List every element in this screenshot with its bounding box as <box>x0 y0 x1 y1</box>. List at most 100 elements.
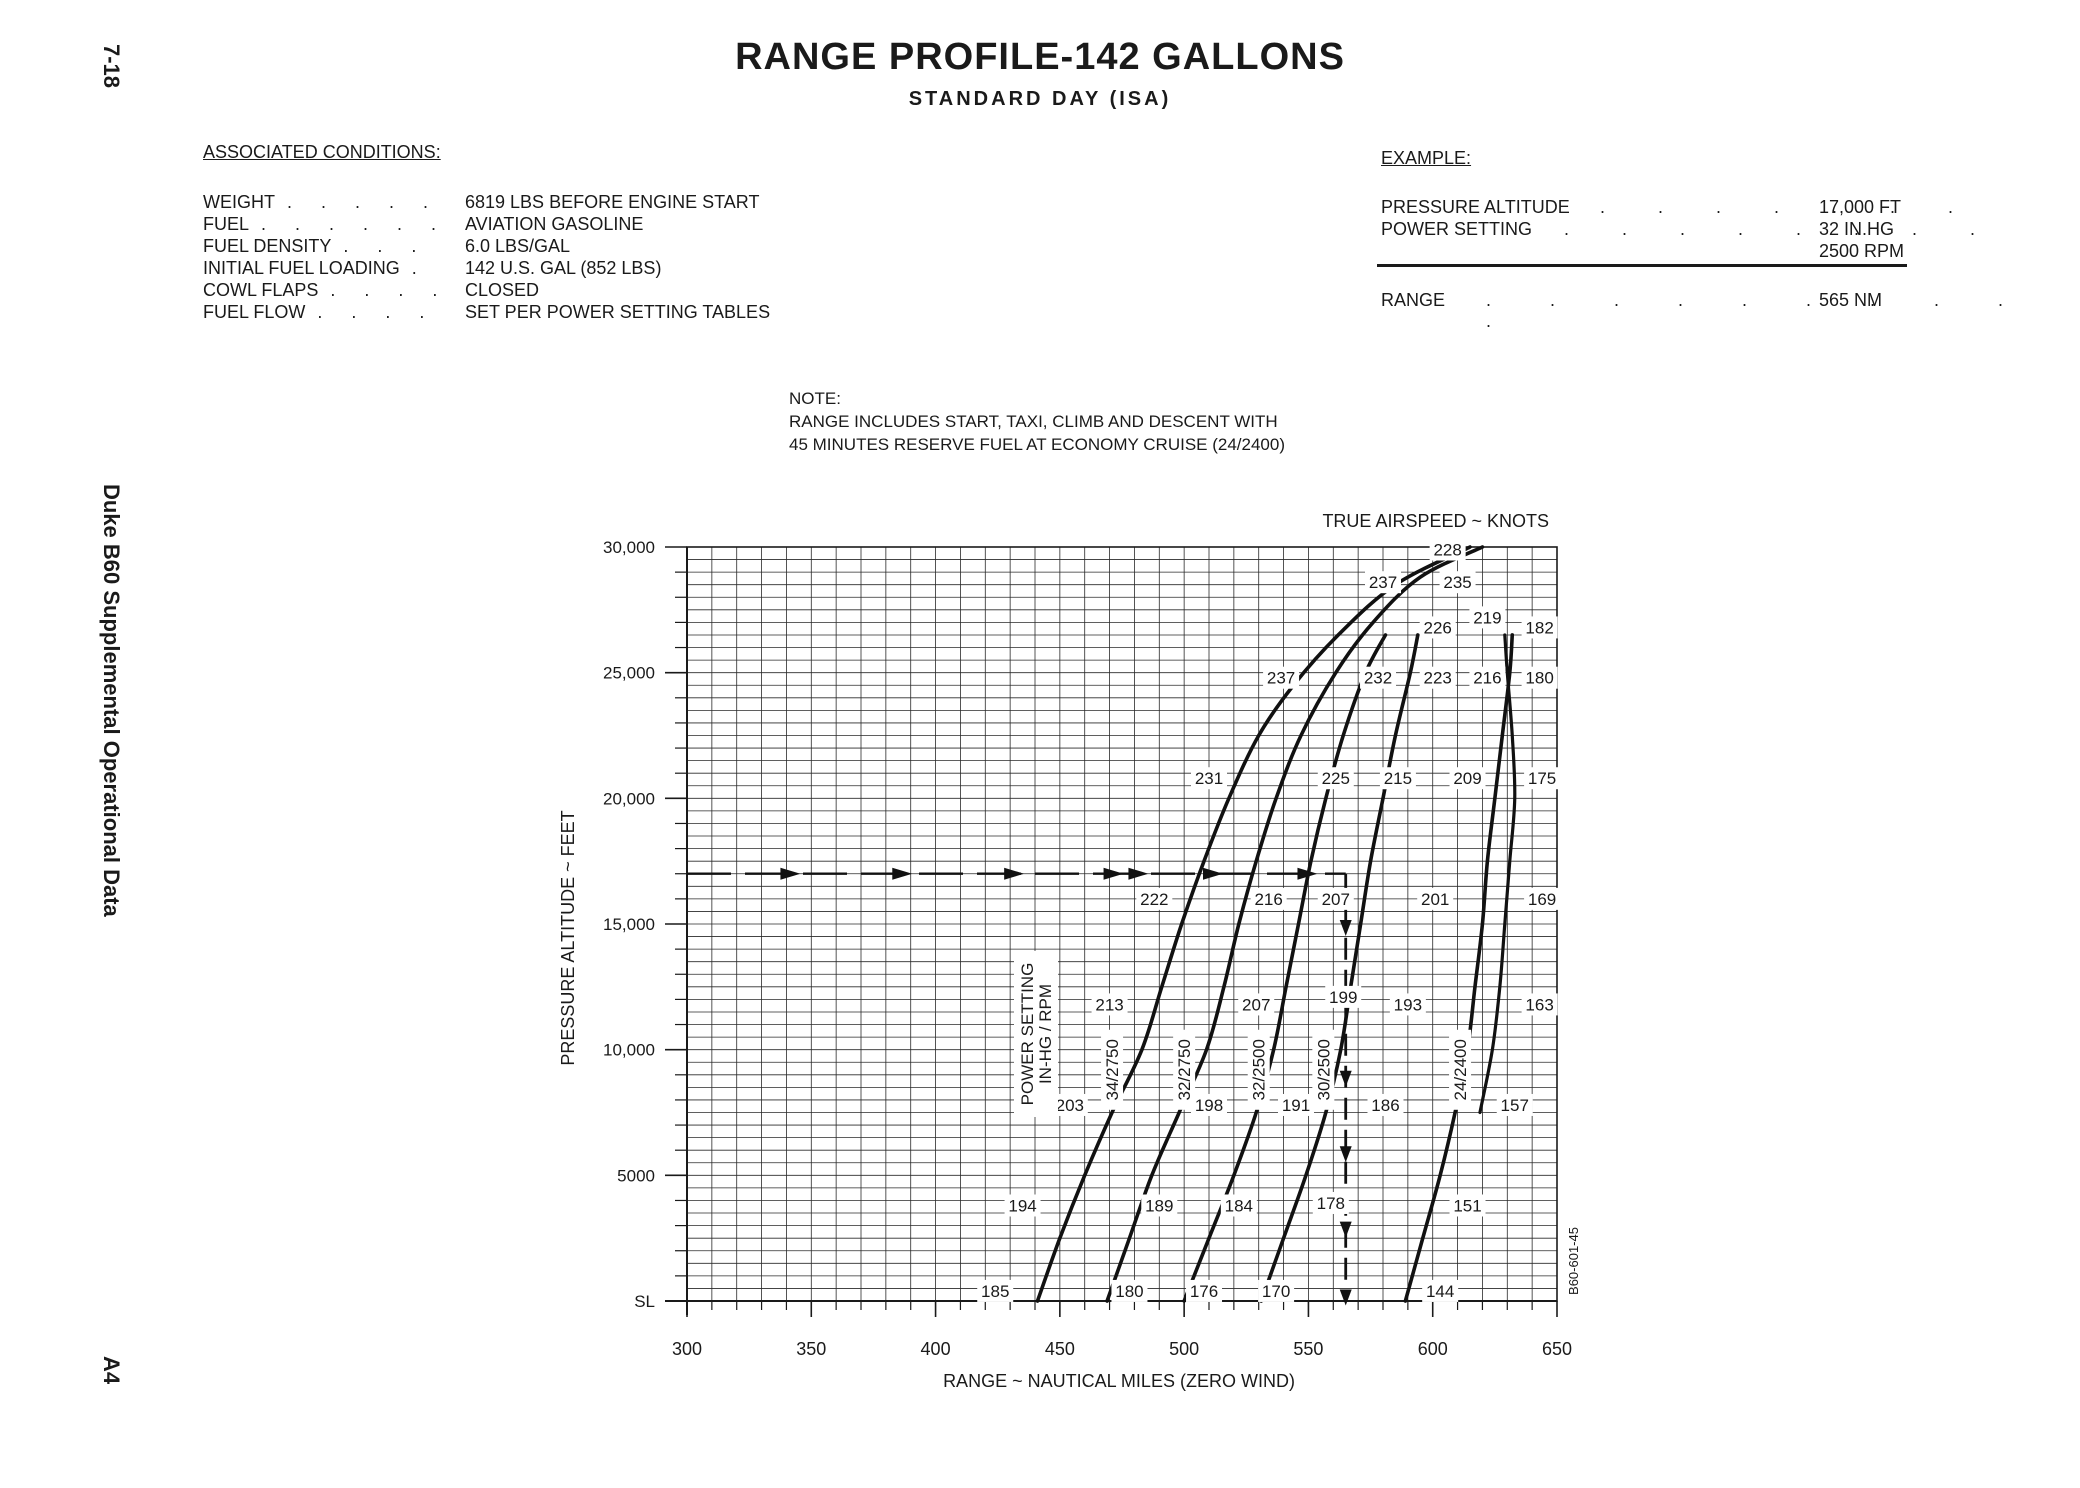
x-tick-label: 550 <box>1293 1339 1323 1359</box>
power-setting-label-bg <box>1014 951 1058 1117</box>
airspeed-label-bg <box>1429 538 1466 561</box>
airspeed-label: 193 <box>1394 995 1422 1014</box>
power-setting-units-label: IN-HG / RPM <box>1036 984 1055 1084</box>
series-label-bg <box>1247 1029 1270 1110</box>
airspeed-label-bg <box>1238 993 1275 1016</box>
airspeed-label: 182 <box>1525 618 1553 637</box>
airspeed-label: 216 <box>1473 669 1501 688</box>
airspeed-label: 185 <box>981 1282 1009 1301</box>
example-arrow <box>892 867 913 880</box>
example-dots: . . . . . . . <box>1600 197 1978 217</box>
condition-dots: . . . . . . <box>330 280 447 300</box>
example-dots: . . . . . . . . <box>1564 219 2000 239</box>
example-arrow <box>1339 1289 1352 1306</box>
airspeed-label: 144 <box>1426 1282 1454 1301</box>
airspeed-label: 175 <box>1528 769 1556 788</box>
airspeed-label: 191 <box>1282 1096 1310 1115</box>
airspeed-label: 203 <box>1056 1096 1084 1115</box>
airspeed-label: 228 <box>1433 541 1461 560</box>
series-line-30-2500 <box>1259 633 1420 1303</box>
condition-dots: . . . . . . <box>261 214 447 234</box>
series-label-bg <box>1449 1029 1472 1110</box>
example-arrow <box>1103 867 1124 880</box>
airspeed-label: 237 <box>1369 573 1397 592</box>
airspeed-label-bg <box>1141 1194 1178 1217</box>
airspeed-label: 222 <box>1140 890 1168 909</box>
airspeed-label: 198 <box>1195 1096 1223 1115</box>
series-label: 32/2500 <box>1250 1039 1269 1100</box>
airspeed-label: 207 <box>1242 995 1270 1014</box>
airspeed-label: 151 <box>1453 1196 1481 1215</box>
airspeed-label-bg <box>1051 1093 1088 1116</box>
note-line-2: 45 MINUTES RESERVE FUEL AT ECONOMY CRUIS… <box>789 435 1285 454</box>
example-range-value: 565 NM <box>1819 290 1883 310</box>
airspeed-label-bg <box>1317 767 1354 790</box>
series-line-range-limit <box>1478 633 1517 1115</box>
grid <box>686 546 1558 1302</box>
y-tick-label: 10,000 <box>603 1041 655 1060</box>
series-line-24-2400 <box>1403 633 1515 1303</box>
airspeed-label: 186 <box>1371 1096 1399 1115</box>
x-tick-label: 650 <box>1542 1339 1572 1359</box>
example-arrow <box>1339 1070 1352 1087</box>
airspeed-label: 176 <box>1190 1282 1218 1301</box>
series-line-32-2750 <box>1105 545 1485 1303</box>
example-arrow <box>780 867 801 880</box>
airspeed-label-bg <box>1422 1279 1459 1302</box>
condition-label: WEIGHT <box>203 192 275 212</box>
airspeed-label-bg <box>1524 767 1561 790</box>
example-power-setting-value: 32 IN.HG <box>1819 219 1895 239</box>
airspeed-label: 189 <box>1145 1196 1173 1215</box>
airspeed-label-bg <box>1521 993 1558 1016</box>
example-arrow <box>1339 1221 1352 1238</box>
y-tick-label: 5000 <box>617 1166 655 1185</box>
airspeed-label: 163 <box>1525 995 1553 1014</box>
airspeed-axis-label: TRUE AIRSPEED ~ KNOTS <box>1322 511 1549 531</box>
y-tick-label: SL <box>634 1292 655 1311</box>
note: NOTE: RANGE INCLUDES START, TAXI, CLIMB … <box>789 387 1285 456</box>
x-tick-label: 600 <box>1418 1339 1448 1359</box>
airspeed-label-bg <box>1191 1093 1227 1116</box>
condition-dots: . . . . . . <box>411 258 447 278</box>
power-setting-label: POWER SETTING <box>1018 963 1037 1106</box>
condition-label: FUEL DENSITY <box>203 236 332 256</box>
series-label-bg <box>1101 1029 1124 1110</box>
x-tick-label: 450 <box>1045 1339 1075 1359</box>
condition-label: COWL FLAPS <box>203 280 319 300</box>
airspeed-label: 180 <box>1525 669 1553 688</box>
airspeed-label-bg <box>1258 1279 1295 1302</box>
airspeed-label: 170 <box>1262 1282 1290 1301</box>
example-heading: EXAMPLE: <box>1381 148 1472 168</box>
airspeed-label-bg <box>1417 887 1454 910</box>
example-range-label: RANGE <box>1381 290 1446 310</box>
airspeed-label: 199 <box>1329 988 1357 1007</box>
airspeed-label: 201 <box>1421 890 1449 909</box>
series-line-32-2500 <box>1182 633 1388 1303</box>
airspeed-label-bg <box>1317 887 1354 910</box>
condition-dots: . . . . . . <box>343 236 447 256</box>
airspeed-label-bg <box>1250 887 1287 910</box>
airspeed-label-bg <box>1191 767 1227 790</box>
x-tick-label: 300 <box>672 1339 702 1359</box>
x-tick-label: 350 <box>796 1339 826 1359</box>
airspeed-label-bg <box>1419 666 1456 689</box>
note-line-1: RANGE INCLUDES START, TAXI, CLIMB AND DE… <box>789 412 1278 431</box>
airspeed-label-bg <box>1524 887 1561 910</box>
airspeed-label-bg <box>1004 1194 1041 1217</box>
airspeed-label-bg <box>1312 1191 1349 1214</box>
airspeed-label: 219 <box>1473 608 1501 627</box>
airspeed-label-bg <box>1091 993 1128 1016</box>
airspeed-label-bg <box>1496 1093 1533 1116</box>
example-divider <box>1377 264 1907 267</box>
x-tick-label: 500 <box>1169 1339 1199 1359</box>
condition-label: FUEL FLOW <box>203 302 306 322</box>
series-label: 30/2500 <box>1314 1039 1333 1100</box>
airspeed-label-bg <box>1325 985 1362 1008</box>
condition-value: 142 U.S. GAL (852 LBS) <box>465 258 662 278</box>
series-label: 34/2750 <box>1103 1039 1122 1100</box>
condition-dots: . . . . . . <box>287 192 447 212</box>
condition-value: 6.0 LBS/GAL <box>465 236 571 256</box>
airspeed-label: 237 <box>1267 669 1295 688</box>
airspeed-label-bg <box>1469 666 1506 689</box>
